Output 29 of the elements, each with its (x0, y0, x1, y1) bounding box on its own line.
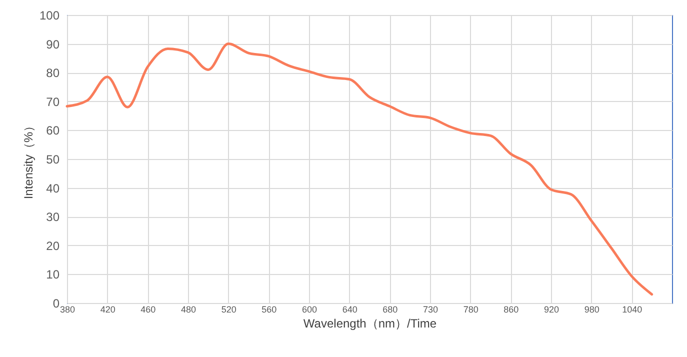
y-tick-label: 90 (46, 37, 60, 52)
x-tick-label: 1040 (622, 304, 642, 314)
x-tick-label: 420 (100, 304, 116, 314)
line-series (66, 42, 654, 296)
y-tick-label: 50 (46, 152, 60, 166)
y-tick-label: 30 (46, 210, 60, 224)
x-tick-label: 520 (221, 304, 236, 314)
x-tick-label: 680 (382, 304, 398, 314)
y-tick-label: 100 (39, 8, 60, 22)
y-tick-label: 70 (46, 94, 60, 109)
x-tick-label: 730 (422, 304, 438, 314)
x-tick-label: 560 (262, 304, 277, 314)
x-tick-label: 460 (140, 304, 156, 314)
x-tick-label: 600 (302, 304, 318, 314)
y-tick-label: 40 (46, 181, 60, 196)
x-tick-label: 980 (584, 304, 600, 314)
x-tick-label: 480 (180, 304, 196, 314)
x-axis-title: Wavelength（nm）/Time (303, 316, 437, 330)
y-tick-label: 20 (46, 238, 60, 253)
y-axis-title: Intensity（%） (21, 120, 36, 200)
x-tick-label: 860 (504, 304, 519, 314)
y-tick-label: 60 (46, 124, 60, 138)
x-tick-label: 920 (544, 304, 560, 314)
x-tick-label: 780 (463, 304, 478, 314)
y-tick-label: 10 (46, 268, 60, 282)
y-tick-label: 80 (46, 66, 60, 80)
y-tick-label: 0 (52, 296, 60, 310)
x-tick-label: 640 (342, 304, 358, 314)
x-tick-label: 380 (60, 304, 76, 314)
